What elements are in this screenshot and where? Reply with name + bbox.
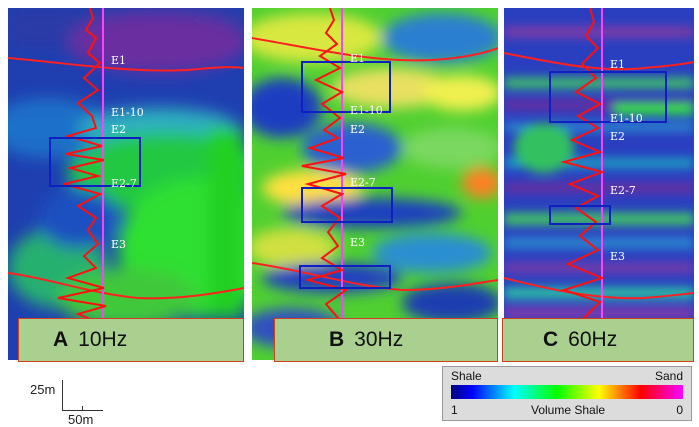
panel-a-letter: A [53, 328, 69, 351]
panel-a-label: A 10Hz [18, 318, 244, 362]
svg-text:E2-7: E2-7 [111, 177, 137, 190]
svg-text:E2: E2 [350, 123, 365, 136]
svg-text:E1: E1 [111, 54, 126, 67]
scale-tick [82, 406, 83, 411]
legend-max-label: 0 [676, 403, 683, 417]
svg-text:E3: E3 [350, 236, 365, 249]
horizon-line [252, 37, 498, 62]
panel-c-frequency: 60Hz [568, 328, 618, 351]
svg-text:E2: E2 [111, 123, 126, 136]
scale-vertical-label: 25m [30, 382, 56, 397]
legend-min-label: 1 [451, 403, 458, 417]
legend-colorbar [451, 385, 683, 399]
svg-text:E2: E2 [610, 130, 625, 143]
svg-text:E3: E3 [111, 238, 126, 251]
horizon-line [252, 262, 498, 292]
svg-text:E1-10: E1-10 [350, 104, 383, 117]
horizon-line [8, 272, 244, 300]
panel-c-label: C 60Hz [502, 318, 694, 362]
well-log [301, 8, 349, 360]
panel-a-seismic: E1 E1-10 E2 E2-7 E3 [8, 8, 244, 360]
legend-shale-label: Shale [451, 369, 482, 383]
horizon-line [504, 277, 694, 300]
panel-b-seismic: E1 E1-10 E2 E2-7 E3 [252, 8, 498, 360]
well-log [57, 8, 107, 360]
svg-text:E2-7: E2-7 [610, 184, 636, 197]
horizon-line [8, 57, 244, 72]
legend-sand-label: Sand [654, 369, 683, 383]
panel-c-seismic: E1 E1-10 E2 E2-7 E3 [504, 8, 694, 360]
legend-title: Volume Shale [531, 403, 606, 417]
svg-text:E1-10: E1-10 [111, 106, 144, 119]
svg-text:E1-10: E1-10 [610, 112, 643, 125]
panel-b-label: B 30Hz [274, 318, 498, 362]
svg-text:E1: E1 [350, 52, 365, 65]
well-log [560, 8, 606, 360]
panel-c-letter: C [543, 328, 559, 351]
horizon-line [504, 52, 694, 71]
panel-a-frequency: 10Hz [78, 328, 128, 351]
svg-text:E2-7: E2-7 [350, 176, 376, 189]
color-legend: Shale Sand 1 Volume Shale 0 [442, 366, 692, 421]
scale-horizontal-label: 50m [68, 412, 94, 427]
svg-text:E3: E3 [610, 250, 625, 263]
svg-text:E1: E1 [610, 58, 625, 71]
panel-b-frequency: 30Hz [354, 328, 404, 351]
panel-b-letter: B [329, 328, 345, 351]
